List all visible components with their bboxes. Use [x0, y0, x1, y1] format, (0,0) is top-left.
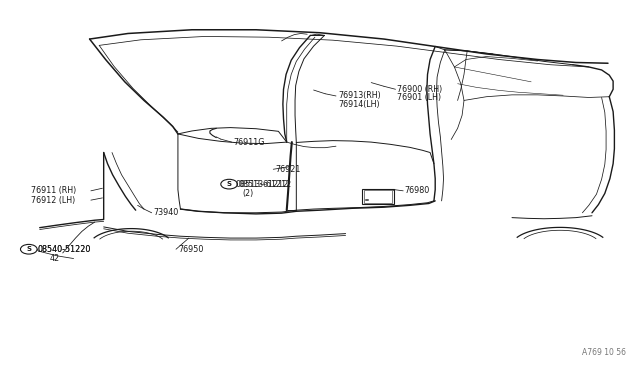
Text: (2): (2) — [242, 189, 253, 198]
Text: 76911 (RH): 76911 (RH) — [31, 186, 76, 195]
Text: 76913(RH): 76913(RH) — [338, 92, 381, 100]
Text: A769 10 56: A769 10 56 — [582, 348, 626, 357]
Text: 08540-51220: 08540-51220 — [37, 245, 90, 254]
Text: 76914(LH): 76914(LH) — [338, 100, 380, 109]
Text: 73940: 73940 — [154, 208, 179, 217]
Text: 08540-51220: 08540-51220 — [38, 245, 91, 254]
Text: 08513-61212: 08513-61212 — [236, 180, 289, 189]
Text: 76901 (LH): 76901 (LH) — [397, 93, 441, 102]
Text: 76950: 76950 — [178, 245, 204, 254]
Text: S: S — [26, 246, 31, 252]
Text: 08513-61212: 08513-61212 — [238, 180, 291, 189]
FancyBboxPatch shape — [362, 189, 394, 204]
FancyBboxPatch shape — [364, 190, 392, 203]
Text: S: S — [227, 181, 232, 187]
Text: 76911G: 76911G — [234, 138, 265, 147]
Text: 76921: 76921 — [275, 165, 301, 174]
Text: 42: 42 — [50, 254, 60, 263]
Text: 76900 (RH): 76900 (RH) — [397, 85, 442, 94]
Text: 76912 (LH): 76912 (LH) — [31, 196, 75, 205]
Text: 76980: 76980 — [404, 186, 429, 195]
